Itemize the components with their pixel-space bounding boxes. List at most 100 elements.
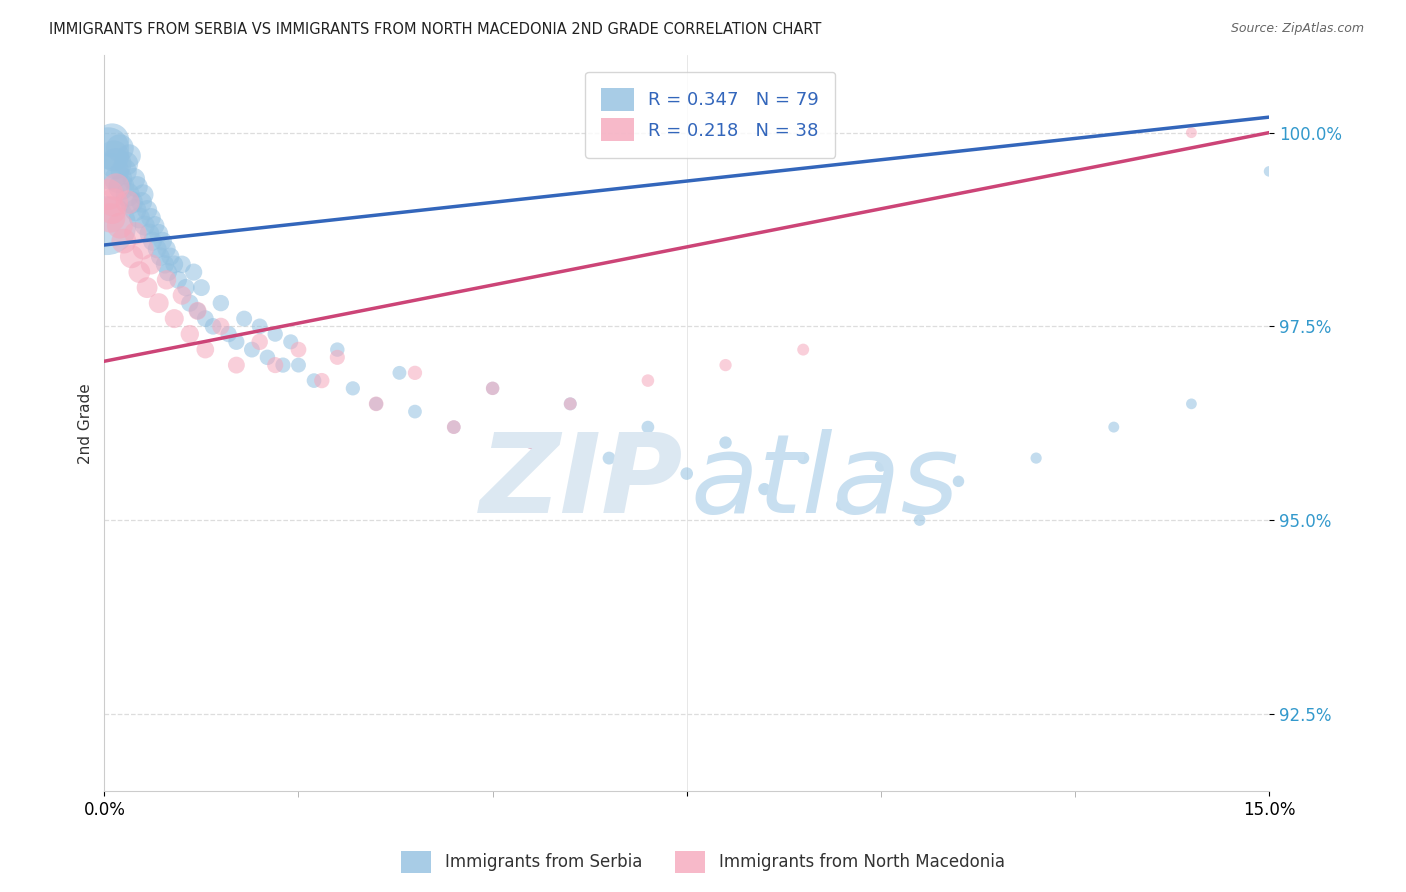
Point [124, 227, 146, 241]
Point [675, 467, 697, 481]
Point [209, 319, 232, 334]
Point [560, 397, 582, 411]
Point [118, 149, 141, 163]
Point [225, 358, 247, 372]
Point [637, 374, 659, 388]
Point [388, 366, 411, 380]
Point [138, 227, 160, 241]
Point [264, 358, 287, 372]
Point [404, 404, 426, 418]
Point [132, 187, 155, 202]
Point [311, 374, 333, 388]
Point [256, 351, 278, 365]
Point [136, 203, 159, 218]
Point [240, 343, 263, 357]
Point [1025, 451, 1047, 466]
Y-axis label: 2nd Grade: 2nd Grade [79, 383, 93, 464]
Point [326, 351, 349, 365]
Point [101, 203, 124, 218]
Point [105, 179, 128, 194]
Point [141, 234, 163, 248]
Point [155, 273, 177, 287]
Point [128, 265, 150, 279]
Point [167, 273, 190, 287]
Point [598, 451, 620, 466]
Point [117, 187, 139, 202]
Point [163, 311, 186, 326]
Text: IMMIGRANTS FROM SERBIA VS IMMIGRANTS FROM NORTH MACEDONIA 2ND GRADE CORRELATION : IMMIGRANTS FROM SERBIA VS IMMIGRANTS FRO… [49, 22, 821, 37]
Point [148, 296, 170, 310]
Point [249, 319, 271, 334]
Point [107, 172, 129, 186]
Point [124, 203, 146, 218]
Point [179, 327, 201, 342]
Point [132, 242, 155, 256]
Point [520, 435, 543, 450]
Point [170, 288, 193, 302]
Point [287, 358, 309, 372]
Point [100, 211, 122, 225]
Point [481, 381, 503, 395]
Point [209, 296, 232, 310]
Point [249, 334, 271, 349]
Point [96, 219, 118, 233]
Point [443, 420, 465, 434]
Point [831, 498, 853, 512]
Legend: Immigrants from Serbia, Immigrants from North Macedonia: Immigrants from Serbia, Immigrants from … [395, 845, 1011, 880]
Point [97, 141, 120, 155]
Point [404, 366, 426, 380]
Point [155, 242, 177, 256]
Point [366, 397, 388, 411]
Point [97, 187, 120, 202]
Point [108, 141, 131, 155]
Legend: R = 0.347   N = 79, R = 0.218   N = 38: R = 0.347 N = 79, R = 0.218 N = 38 [585, 71, 835, 158]
Point [125, 179, 148, 194]
Point [103, 149, 125, 163]
Point [280, 334, 302, 349]
Point [560, 397, 582, 411]
Point [105, 156, 128, 170]
Point [754, 482, 776, 496]
Point [115, 156, 138, 170]
Point [233, 311, 256, 326]
Point [122, 172, 145, 186]
Point [302, 374, 325, 388]
Point [1180, 126, 1202, 140]
Point [183, 265, 205, 279]
Point [100, 164, 122, 178]
Point [112, 234, 135, 248]
Point [110, 179, 132, 194]
Point [139, 257, 162, 271]
Text: atlas: atlas [690, 429, 959, 535]
Point [190, 280, 212, 294]
Point [112, 164, 135, 178]
Point [637, 420, 659, 434]
Point [179, 296, 201, 310]
Point [159, 250, 181, 264]
Point [194, 343, 217, 357]
Point [869, 458, 891, 473]
Point [148, 227, 170, 241]
Point [157, 265, 180, 279]
Point [170, 257, 193, 271]
Point [117, 195, 139, 210]
Point [714, 435, 737, 450]
Point [264, 327, 287, 342]
Point [121, 195, 143, 210]
Point [481, 381, 503, 395]
Point [792, 451, 814, 466]
Point [202, 319, 225, 334]
Point [128, 211, 150, 225]
Point [121, 250, 143, 264]
Point [326, 343, 349, 357]
Text: ZIP: ZIP [479, 429, 683, 535]
Point [908, 513, 931, 527]
Point [194, 311, 217, 326]
Point [103, 195, 125, 210]
Point [101, 133, 124, 147]
Point [714, 358, 737, 372]
Point [948, 475, 970, 489]
Point [1102, 420, 1125, 434]
Point [131, 195, 153, 210]
Point [149, 250, 172, 264]
